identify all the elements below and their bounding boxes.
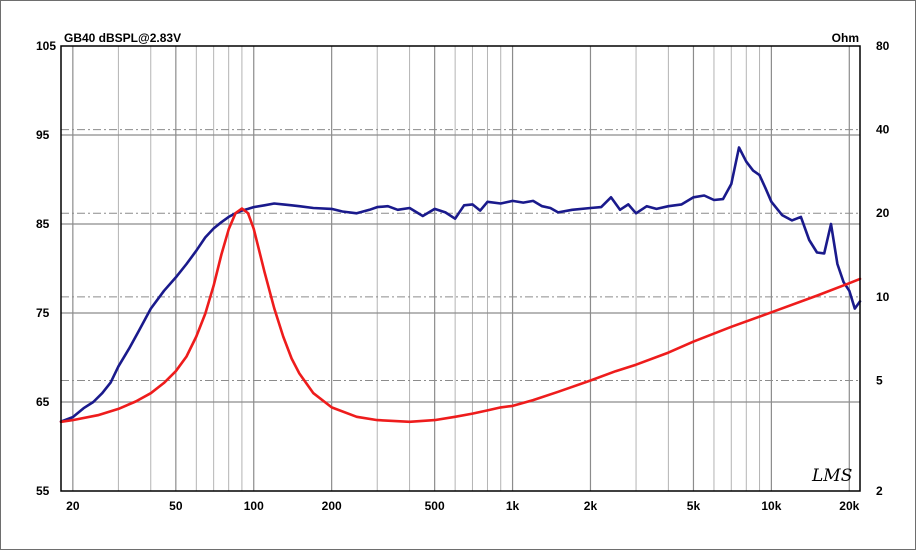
y2-tick-label: 5 <box>876 373 883 387</box>
chart-title: GB40 dBSPL@2.83V <box>64 31 181 45</box>
x-tick-label: 20 <box>66 499 80 513</box>
y-tick-label: 65 <box>36 395 50 409</box>
y2-tick-label: 80 <box>876 39 890 53</box>
right-axis-unit-label: Ohm <box>832 31 859 45</box>
y-tick-label: 55 <box>36 484 50 498</box>
x-tick-label: 10k <box>761 499 781 513</box>
y2-tick-label: 40 <box>876 123 890 137</box>
spl-series-line <box>59 146 862 423</box>
x-tick-label: 5k <box>687 499 701 513</box>
impedance-series-line <box>59 207 862 424</box>
x-tick-label: 1k <box>506 499 520 513</box>
x-tick-label: 100 <box>244 499 264 513</box>
lms-watermark: LMS <box>811 466 852 486</box>
y2-tick-label: 2 <box>876 484 883 498</box>
tick-labels: 20 50 100 200 500 1k 2k 5k 10k 20k 55 65 75 85 95 105 2 5… <box>36 39 890 513</box>
x-tick-label: 500 <box>425 499 445 513</box>
y-tick-label: 105 <box>36 39 56 53</box>
x-tick-label: 50 <box>169 499 183 513</box>
y2-tick-label: 20 <box>876 206 890 220</box>
x-tick-label: 200 <box>322 499 342 513</box>
y-tick-label: 95 <box>36 128 50 142</box>
y-tick-label: 85 <box>36 217 50 231</box>
plot-border <box>60 45 861 492</box>
series-layer <box>59 146 862 424</box>
x-tick-label: 2k <box>584 499 598 513</box>
x-tick-label: 20k <box>839 499 859 513</box>
y-tick-label: 75 <box>36 306 50 320</box>
y2-tick-label: 10 <box>876 290 890 304</box>
